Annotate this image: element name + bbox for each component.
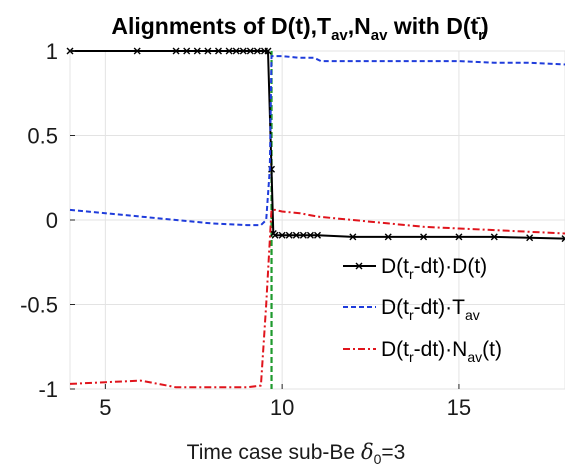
series-1-marker [232,47,240,55]
series-1-marker [215,47,222,55]
x-tick-label: 5 [99,395,111,420]
y-tick-label: 0.5 [27,124,58,149]
series-1-marker [183,47,191,55]
series-1-marker [278,231,286,239]
legend-label-2: D(tr-dt)·Tav [381,296,480,323]
x-tick-label: 10 [270,395,294,420]
x-axis-label: Time case sub-Be δ0=3 [187,440,406,467]
series-1-marker [420,233,428,241]
series-1-marker [349,233,357,241]
series-1-marker [490,233,498,241]
series-1-marker [253,47,261,55]
series-group [66,47,565,389]
series-line-1 [70,50,565,240]
series-1-marker [193,47,201,55]
series-1-marker [314,231,321,239]
series-1-marker [299,231,307,239]
series-1-marker [285,231,293,239]
series-1-marker [172,47,180,55]
legend: D(tr-dt)·D(t) D(tr-dt)·Tav D(tr-dt)·Nav(t) [343,255,502,365]
series-1-marker [292,231,300,239]
series-1-marker [306,231,314,239]
series-1-marker [246,47,254,55]
y-axis: 1 0.5 0 -0.5 -1 [20,39,75,402]
series-line-2 [69,55,565,227]
series-1-marker [264,47,272,55]
series-1-marker [133,47,141,55]
series-1-marker [384,233,392,241]
y-tick-label: 0 [46,208,58,233]
series-1-marker [225,47,233,55]
y-tick-label: -0.5 [20,293,58,318]
series-1-marker [561,235,565,243]
series-1-marker [239,47,247,55]
legend-label-3: D(tr-dt)·Nav(t) [381,338,502,365]
plot-area [66,47,565,390]
y-tick-label: 1 [46,39,58,64]
series-1-marker [204,47,212,55]
series-1-marker [526,234,534,242]
series-1-marker [271,231,279,239]
series-line-3 [69,208,565,389]
legend-label-1: D(tr-dt)·D(t) [381,255,487,282]
series-1-marker [455,233,463,241]
chart-title: Alignments of D(t),Tav,Nav with D(tr-) [111,9,488,44]
y-tick-label: -1 [38,377,58,402]
grid [70,50,565,390]
x-axis: 5 10 15 [99,384,471,420]
x-tick-label: 15 [447,395,471,420]
